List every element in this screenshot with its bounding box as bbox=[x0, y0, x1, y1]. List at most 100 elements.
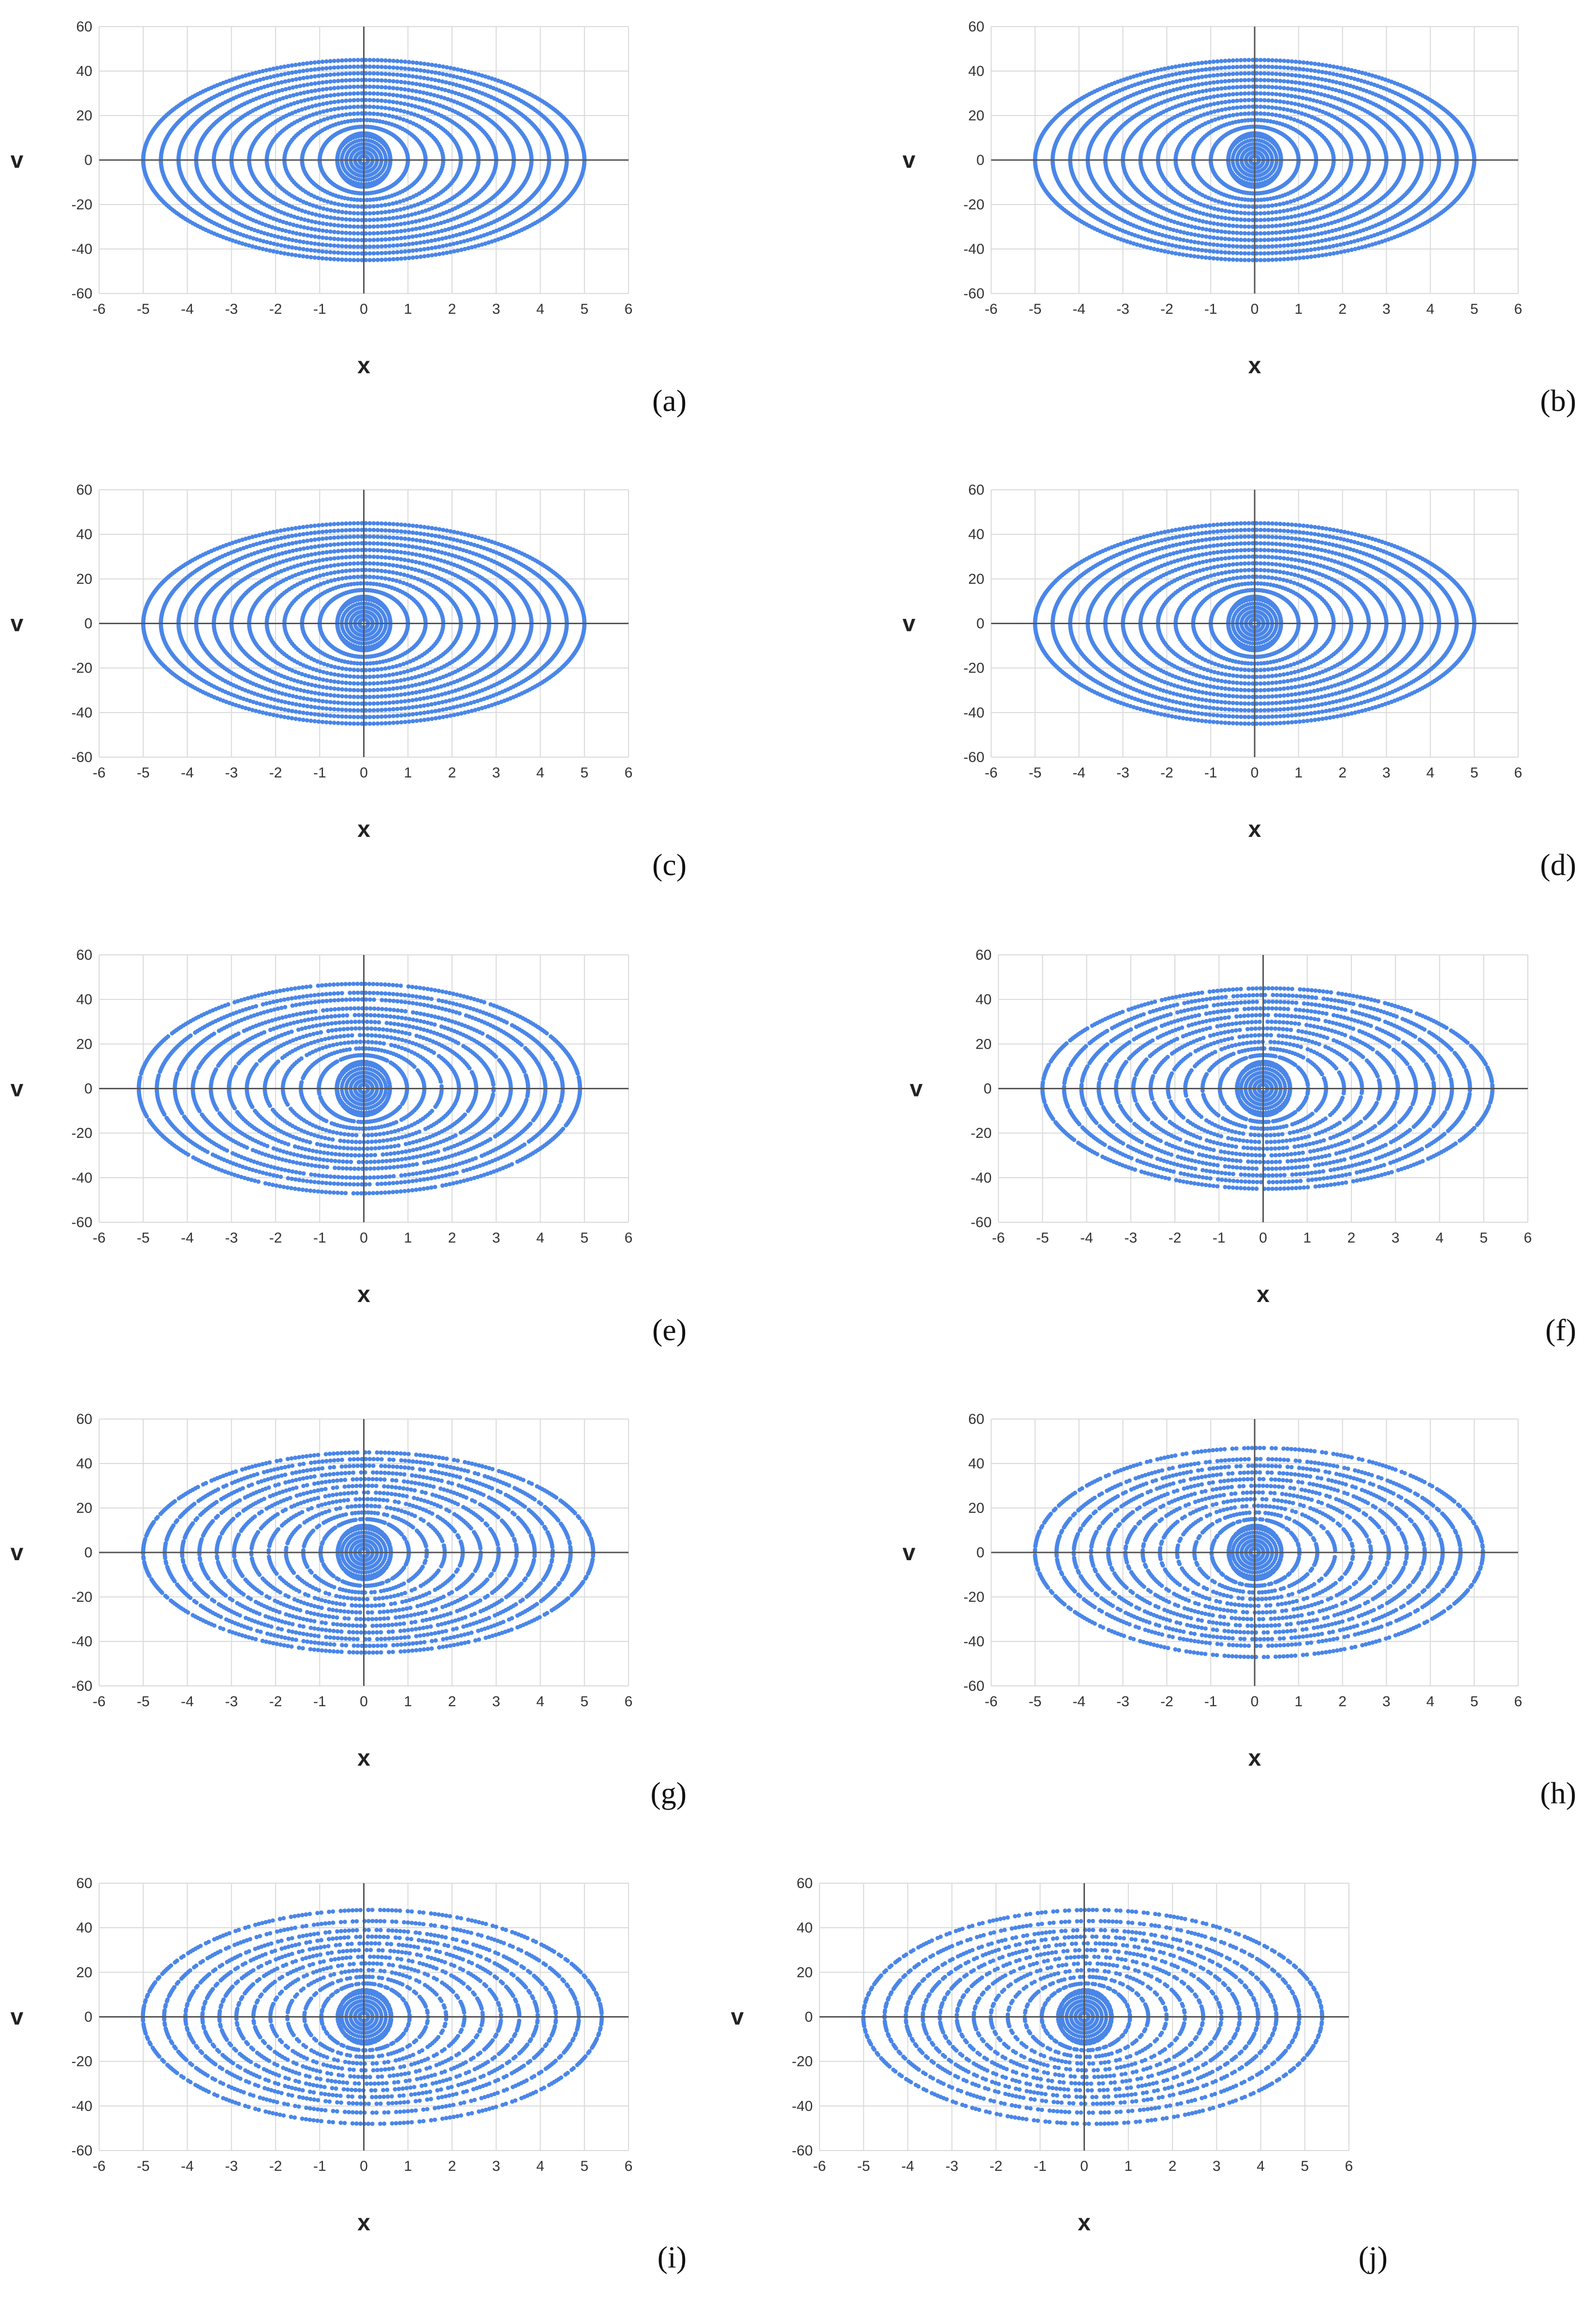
scatter-point bbox=[1270, 250, 1275, 255]
scatter-point bbox=[379, 78, 384, 83]
scatter-point bbox=[1289, 101, 1294, 105]
scatter-point bbox=[1246, 244, 1251, 249]
scatter-point bbox=[1246, 224, 1251, 229]
scatter-point bbox=[1215, 87, 1220, 91]
scatter-point bbox=[294, 231, 299, 236]
scatter-point bbox=[1177, 251, 1182, 256]
scatter-point bbox=[1346, 67, 1350, 72]
scatter-point bbox=[301, 83, 306, 88]
scatter-point bbox=[301, 75, 306, 80]
scatter-point bbox=[1297, 249, 1302, 253]
scatter-point bbox=[344, 91, 349, 96]
scatter-point bbox=[309, 82, 314, 87]
scatter-point bbox=[422, 75, 426, 80]
scatter-point bbox=[348, 210, 352, 215]
scatter-point bbox=[1258, 237, 1263, 242]
scatter-point bbox=[1305, 74, 1310, 79]
scatter-point bbox=[1282, 59, 1287, 63]
scatter-point bbox=[1289, 80, 1294, 85]
scatter-point bbox=[328, 86, 333, 91]
scatter-point bbox=[410, 248, 415, 253]
scatter-point bbox=[313, 212, 318, 217]
scatter-point bbox=[1207, 242, 1212, 247]
scatter-point bbox=[379, 203, 384, 208]
scatter-point bbox=[1286, 86, 1290, 91]
scatter-point bbox=[379, 244, 384, 249]
scatter-point bbox=[1278, 237, 1283, 242]
scatter-point bbox=[355, 237, 360, 242]
scatter-point bbox=[379, 231, 384, 235]
scatter-point bbox=[455, 241, 460, 246]
scatter-point bbox=[1293, 80, 1298, 85]
scatter-point bbox=[1258, 78, 1263, 83]
scatter-point bbox=[1208, 95, 1213, 100]
scatter-point bbox=[1328, 251, 1332, 256]
scatter-point bbox=[395, 107, 399, 112]
scatter-point bbox=[1243, 237, 1247, 242]
scatter-point bbox=[332, 230, 337, 234]
scatter-point bbox=[413, 219, 418, 224]
scatter-point bbox=[1289, 249, 1294, 254]
scatter-point bbox=[348, 224, 352, 229]
scatter-point bbox=[348, 58, 352, 62]
scatter-point bbox=[451, 241, 456, 246]
scatter-point bbox=[1211, 249, 1216, 254]
scatter-point bbox=[247, 72, 251, 77]
scatter-point bbox=[336, 78, 340, 83]
scatter-point bbox=[328, 222, 333, 227]
scatter-point bbox=[268, 241, 273, 246]
scatter-point bbox=[1281, 107, 1286, 112]
scatter-point bbox=[1246, 91, 1251, 96]
scatter-point bbox=[336, 65, 340, 70]
scatter-point bbox=[1262, 85, 1267, 89]
scatter-point bbox=[455, 248, 460, 253]
scatter-point bbox=[1204, 212, 1209, 217]
scatter-point bbox=[422, 233, 426, 237]
scatter-point bbox=[433, 252, 438, 257]
scatter-point bbox=[1243, 218, 1247, 222]
scatter-point bbox=[1239, 224, 1244, 229]
scatter-point bbox=[1215, 229, 1220, 234]
scatter-point bbox=[1270, 65, 1275, 70]
scatter-point bbox=[359, 58, 364, 62]
scatter-point bbox=[340, 250, 345, 255]
scatter-point bbox=[383, 113, 388, 117]
scatter-point bbox=[1203, 248, 1208, 253]
x-tick-label: -5 bbox=[137, 301, 150, 317]
scatter-point bbox=[305, 233, 310, 238]
scatter-point bbox=[1235, 105, 1240, 110]
scatter-point bbox=[371, 211, 376, 216]
scatter-point bbox=[321, 206, 326, 211]
scatter-point bbox=[1282, 72, 1287, 77]
scatter-point bbox=[1243, 104, 1247, 109]
scatter-point bbox=[1207, 67, 1212, 72]
scatter-point bbox=[1178, 78, 1183, 83]
scatter-point bbox=[355, 218, 360, 222]
scatter-point bbox=[1192, 254, 1197, 259]
scatter-point bbox=[1278, 257, 1283, 262]
scatter-point bbox=[324, 215, 329, 220]
scatter-point bbox=[312, 255, 317, 260]
scatter-point bbox=[407, 80, 411, 85]
scatter-point bbox=[383, 99, 388, 103]
scatter-point bbox=[1223, 59, 1228, 63]
scatter-point bbox=[1289, 243, 1294, 248]
x-tick-label: -2 bbox=[269, 301, 282, 317]
scatter-point bbox=[1170, 243, 1175, 248]
scatter-point bbox=[1266, 224, 1271, 229]
scatter-point bbox=[332, 208, 337, 213]
scatter-point bbox=[1308, 89, 1313, 94]
scatter-point bbox=[340, 92, 345, 97]
scatter-point bbox=[410, 74, 415, 79]
scatter-point bbox=[1181, 238, 1186, 243]
scatter-point bbox=[253, 245, 258, 249]
scatter-point bbox=[1304, 82, 1309, 87]
scatter-point bbox=[1189, 224, 1194, 229]
scatter-point bbox=[422, 240, 426, 245]
scatter-point bbox=[1230, 78, 1235, 83]
scatter-point bbox=[305, 248, 309, 252]
scatter-point bbox=[1289, 73, 1294, 77]
scatter-point bbox=[1270, 112, 1274, 117]
scatter-point bbox=[1319, 84, 1324, 89]
